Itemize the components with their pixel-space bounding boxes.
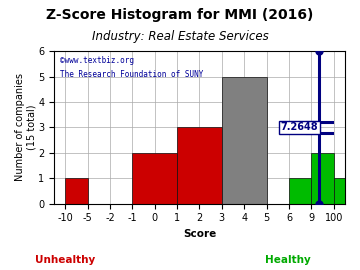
Text: The Research Foundation of SUNY: The Research Foundation of SUNY: [60, 70, 203, 79]
Bar: [177, 127, 222, 204]
Bar: [222, 77, 267, 204]
Text: Industry: Real Estate Services: Industry: Real Estate Services: [92, 30, 268, 43]
Text: Healthy: Healthy: [265, 255, 311, 265]
X-axis label: Score: Score: [183, 229, 216, 239]
Bar: [334, 178, 356, 204]
Text: 7.2648: 7.2648: [280, 123, 318, 133]
Text: ©www.textbiz.org: ©www.textbiz.org: [60, 56, 134, 65]
Text: Unhealthy: Unhealthy: [35, 255, 95, 265]
Y-axis label: Number of companies
(15 total): Number of companies (15 total): [15, 73, 37, 181]
Bar: [311, 153, 334, 204]
Text: Z-Score Histogram for MMI (2016): Z-Score Histogram for MMI (2016): [46, 8, 314, 22]
Bar: [289, 178, 311, 204]
Bar: [132, 153, 177, 204]
Bar: [65, 178, 87, 204]
